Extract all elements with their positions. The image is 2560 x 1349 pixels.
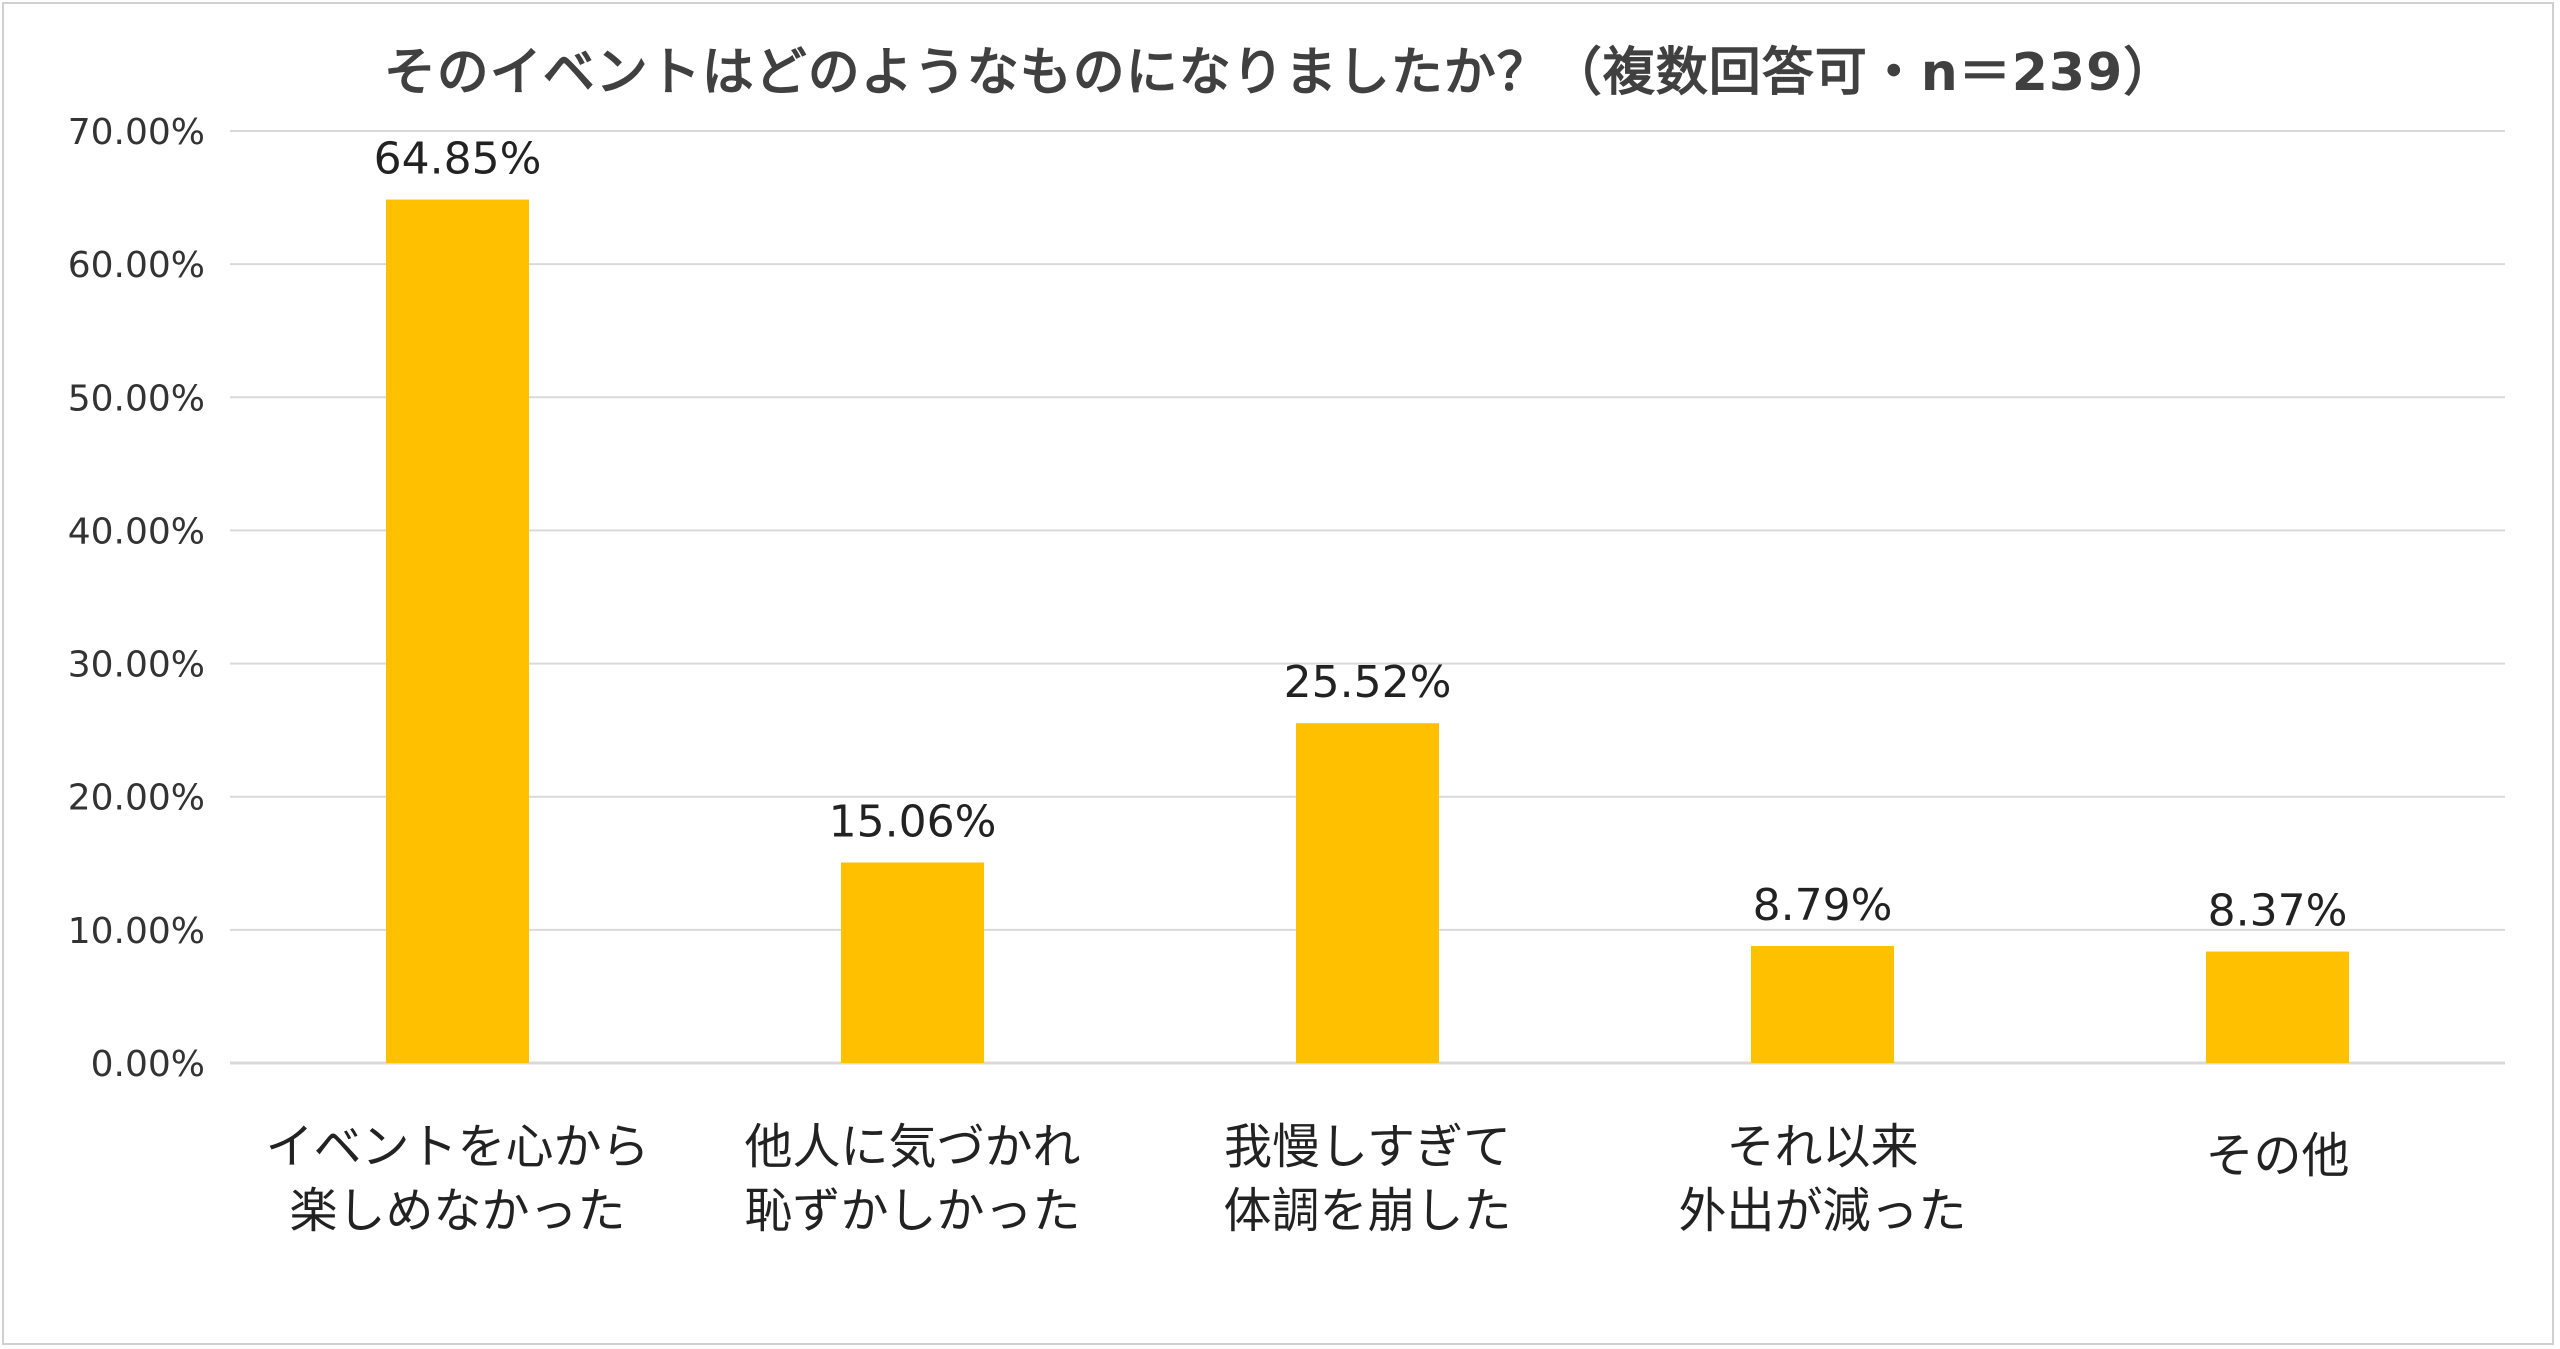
bar <box>386 199 529 1063</box>
x-tick-label: それ以来外出が減った <box>1678 1119 1966 1239</box>
x-tick-label-line: イベントを心から <box>265 1119 649 1175</box>
x-tick-label: イベントを心から楽しめなかった <box>265 1119 649 1239</box>
y-axis-ticks: 0.00% 10.00% 20.00% 30.00% 40.00% 50.00% 60.00… <box>68 112 205 1085</box>
data-label: 8.79% <box>1753 880 1893 931</box>
y-tick-label: 20.00% <box>68 778 205 819</box>
y-tick-label: 30.00% <box>68 645 205 686</box>
data-label: 64.85% <box>374 134 542 185</box>
x-tick-label-line: 恥ずかしかった <box>744 1183 1080 1239</box>
y-tick-label: 40.00% <box>68 511 205 552</box>
x-tick-label-line: 楽しめなかった <box>289 1183 625 1239</box>
x-tick-label: 我慢しすぎて体調を崩した <box>1223 1119 1511 1239</box>
data-label: 8.37% <box>2208 886 2348 937</box>
bar <box>1751 945 1894 1063</box>
x-axis-labels: イベントを心から楽しめなかった他人に気づかれ恥ずかしかった我慢しすぎて体調を崩し… <box>265 1119 2349 1239</box>
x-tick-label-line: それ以来 <box>1726 1119 1918 1175</box>
data-label: 15.06% <box>829 796 997 847</box>
x-tick-label: 他人に気づかれ恥ずかしかった <box>744 1119 1080 1239</box>
y-tick-label: 50.00% <box>68 378 205 419</box>
x-tick-label-line: その他 <box>2205 1128 2349 1184</box>
x-tick-label: その他 <box>2205 1128 2349 1184</box>
bar <box>1296 723 1439 1063</box>
chart-title: そのイベントはどのようなものになりましたか？（複数回答可・n＝239） <box>383 43 2177 103</box>
x-tick-label-line: 体調を崩した <box>1223 1183 1511 1239</box>
x-tick-label-line: 他人に気づかれ <box>744 1119 1080 1175</box>
y-tick-label: 60.00% <box>68 245 205 286</box>
bar <box>841 862 984 1063</box>
x-tick-label-line: 我慢しすぎて <box>1224 1119 1511 1175</box>
bar <box>2206 951 2349 1063</box>
y-tick-label: 0.00% <box>91 1044 205 1085</box>
bars <box>386 199 2349 1063</box>
data-labels: 64.85% 15.06% 25.52% 8.79% 8.37% <box>374 134 2348 937</box>
x-tick-label-line: 外出が減った <box>1678 1183 1966 1239</box>
y-tick-label: 70.00% <box>68 112 205 153</box>
data-label: 25.52% <box>1284 657 1452 708</box>
y-tick-label: 10.00% <box>68 911 205 952</box>
